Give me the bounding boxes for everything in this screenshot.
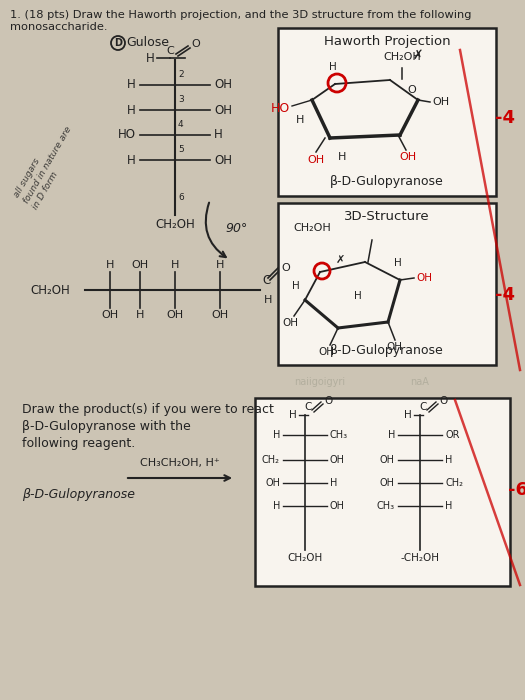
Text: H: H xyxy=(264,295,272,305)
Text: CH₂: CH₂ xyxy=(445,478,463,488)
Text: C: C xyxy=(166,46,174,56)
Text: H: H xyxy=(354,291,362,301)
Text: CH₂OH: CH₂OH xyxy=(293,223,331,233)
Text: OH: OH xyxy=(308,155,324,165)
Text: -4: -4 xyxy=(495,109,515,127)
Text: 1. (18 pts) Draw the Haworth projection, and the 3D structure from the following: 1. (18 pts) Draw the Haworth projection,… xyxy=(10,10,471,32)
Text: OH: OH xyxy=(131,260,149,270)
Text: OH: OH xyxy=(400,152,416,162)
Text: β-D-Gulopyranose: β-D-Gulopyranose xyxy=(22,488,135,501)
Text: OH: OH xyxy=(265,478,280,488)
Text: H: H xyxy=(387,430,395,440)
Text: HO: HO xyxy=(118,129,136,141)
Text: 4: 4 xyxy=(178,120,184,129)
Text: -6: -6 xyxy=(508,481,525,499)
Text: OH: OH xyxy=(212,310,228,320)
Text: O: O xyxy=(191,39,200,49)
Text: H: H xyxy=(146,52,155,64)
Text: ✗: ✗ xyxy=(335,255,345,265)
Text: OH: OH xyxy=(214,104,232,116)
Text: OR: OR xyxy=(445,430,459,440)
Text: O: O xyxy=(439,396,447,406)
Text: Gulose: Gulose xyxy=(126,36,169,50)
Text: naA: naA xyxy=(411,377,429,387)
Text: OH: OH xyxy=(214,78,232,92)
Text: H: H xyxy=(338,152,346,162)
Text: H: H xyxy=(329,62,337,72)
Text: H: H xyxy=(272,501,280,511)
Text: H: H xyxy=(127,104,136,116)
Text: C: C xyxy=(262,274,270,286)
Text: H: H xyxy=(330,478,338,488)
Text: H: H xyxy=(171,260,179,270)
Text: H: H xyxy=(394,258,402,268)
Text: OH: OH xyxy=(330,455,345,465)
Text: OH: OH xyxy=(432,97,449,107)
Text: H: H xyxy=(292,281,300,291)
Text: all sugars
found in nature are
in D form: all sugars found in nature are in D form xyxy=(12,120,82,211)
Text: H: H xyxy=(404,410,412,420)
Text: OH: OH xyxy=(166,310,184,320)
Text: CH₃CH₂OH, H⁺: CH₃CH₂OH, H⁺ xyxy=(140,458,220,468)
Text: O: O xyxy=(281,263,290,273)
Text: 90°: 90° xyxy=(225,221,247,234)
Text: H: H xyxy=(272,430,280,440)
Text: H: H xyxy=(127,153,136,167)
Text: H: H xyxy=(216,260,224,270)
Text: OH: OH xyxy=(214,153,232,167)
Text: OH: OH xyxy=(380,455,395,465)
Text: OH: OH xyxy=(330,501,345,511)
Text: OH: OH xyxy=(416,273,432,283)
Bar xyxy=(278,28,496,196)
Text: 3: 3 xyxy=(178,95,184,104)
Text: β-D-Gulopyranose with the: β-D-Gulopyranose with the xyxy=(22,420,191,433)
Text: OH: OH xyxy=(282,318,298,328)
Text: H: H xyxy=(127,78,136,92)
Text: OH: OH xyxy=(386,342,402,352)
Text: D: D xyxy=(114,38,122,48)
Text: H: H xyxy=(296,115,304,125)
Text: CH₂: CH₂ xyxy=(262,455,280,465)
Text: CH₂OH: CH₂OH xyxy=(287,553,323,563)
Text: CH₂OH: CH₂OH xyxy=(155,218,195,231)
Text: H: H xyxy=(106,260,114,270)
Bar xyxy=(255,398,510,586)
Text: H: H xyxy=(214,129,223,141)
Text: Haworth Projection: Haworth Projection xyxy=(324,34,450,48)
Text: 3D-Structure: 3D-Structure xyxy=(344,209,430,223)
Text: -4: -4 xyxy=(495,286,515,304)
Text: C: C xyxy=(419,402,427,412)
Text: 5: 5 xyxy=(178,145,184,154)
Text: OH: OH xyxy=(318,347,334,357)
Text: CH₃: CH₃ xyxy=(377,501,395,511)
Text: ✗: ✗ xyxy=(413,49,423,62)
Text: H: H xyxy=(289,410,297,420)
Text: 6: 6 xyxy=(178,193,184,202)
Text: -CH₂OH: -CH₂OH xyxy=(401,553,439,563)
Text: O: O xyxy=(407,85,416,95)
Text: HO: HO xyxy=(271,102,290,115)
Text: Draw the product(s) if you were to react: Draw the product(s) if you were to react xyxy=(22,403,274,416)
Text: H: H xyxy=(136,310,144,320)
Text: OH: OH xyxy=(101,310,119,320)
Text: CH₃: CH₃ xyxy=(330,430,348,440)
Text: β-D-Gulopyranose: β-D-Gulopyranose xyxy=(330,344,444,357)
Text: H: H xyxy=(445,455,453,465)
Text: H: H xyxy=(445,501,453,511)
Text: CH₂OH: CH₂OH xyxy=(383,52,421,62)
Text: β-D-Gulopyranose: β-D-Gulopyranose xyxy=(330,175,444,188)
Text: O: O xyxy=(324,396,332,406)
Text: naiigoigyri: naiigoigyri xyxy=(295,377,345,387)
Text: CH₂OH: CH₂OH xyxy=(30,284,70,297)
Text: 2: 2 xyxy=(178,70,184,79)
Text: C: C xyxy=(304,402,312,412)
Bar xyxy=(278,203,496,365)
Text: OH: OH xyxy=(380,478,395,488)
Text: following reagent.: following reagent. xyxy=(22,437,135,450)
